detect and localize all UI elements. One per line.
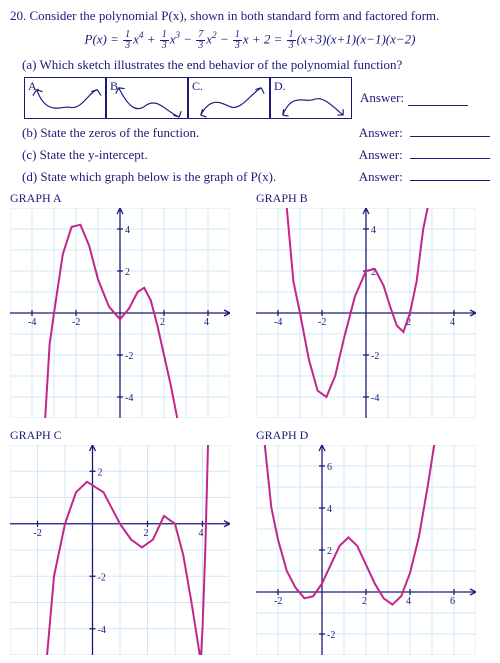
part-d-row: (d) State which graph below is the graph… [22, 169, 490, 185]
graph-c-svg: -2 2 4 -4 -2 2 [10, 445, 230, 655]
part-c-text: (c) State the y-intercept. [22, 147, 359, 163]
svg-text:4: 4 [327, 504, 332, 515]
answer-blank[interactable] [410, 125, 490, 137]
end-behavior-icon [25, 78, 105, 119]
part-a-answer-area: Answer: [360, 90, 468, 106]
svg-text:-4: -4 [371, 393, 379, 404]
end-behavior-icon [189, 78, 269, 119]
part-b-answer-area: Answer: [359, 125, 490, 141]
svg-text:6: 6 [450, 596, 455, 607]
part-c-answer-area: Answer: [359, 147, 490, 163]
end-behavior-sketch-D: D. [270, 77, 352, 119]
sketch-row: A.B.C.D. Answer: [24, 77, 490, 119]
answer-blank[interactable] [410, 147, 490, 159]
part-a-text: (a) Which sketch illustrates the end beh… [22, 57, 490, 73]
end-behavior-sketch-C: C. [188, 77, 270, 119]
question-header: 20. Consider the polynomial P(x), shown … [10, 8, 490, 24]
svg-text:4: 4 [406, 596, 411, 607]
svg-text:-2: -2 [274, 596, 282, 607]
part-b-text: (b) State the zeros of the function. [22, 125, 359, 141]
svg-text:-4: -4 [98, 625, 106, 636]
svg-text:-2: -2 [327, 630, 335, 641]
svg-text:-4: -4 [274, 317, 282, 328]
svg-text:-2: -2 [72, 317, 80, 328]
svg-text:4: 4 [125, 225, 130, 236]
end-behavior-icon [271, 78, 351, 119]
question-text: Consider the polynomial P(x), shown in b… [30, 8, 440, 23]
part-d-answer-area: Answer: [359, 169, 490, 185]
graph-a-label: GRAPH A [10, 191, 244, 206]
graph-d-label: GRAPH D [256, 428, 490, 443]
answer-blank[interactable] [408, 94, 468, 106]
part-d-text: (d) State which graph below is the graph… [22, 169, 359, 185]
graph-c-cell: GRAPH C -2 2 4 -4 -2 2 [10, 428, 244, 655]
svg-text:4: 4 [371, 225, 376, 236]
graph-a-svg: -4 -2 2 4 -4 -2 2 4 [10, 208, 230, 418]
svg-text:2: 2 [98, 467, 103, 478]
svg-text:4: 4 [204, 317, 209, 328]
graph-b-cell: GRAPH B -4-224-4-224 [256, 191, 490, 418]
answer-label: Answer: [360, 90, 404, 106]
answer-label: Answer: [359, 125, 403, 140]
graph-b-svg: -4-224-4-224 [256, 208, 476, 418]
graph-c-label: GRAPH C [10, 428, 244, 443]
answer-label: Answer: [359, 169, 403, 184]
svg-text:-2: -2 [371, 351, 379, 362]
graph-b-label: GRAPH B [256, 191, 490, 206]
svg-text:-2: -2 [125, 351, 133, 362]
graphs-grid: GRAPH A -4 -2 2 4 -4 -2 2 4 GRAPH B -4 -2 2 4 -4 -2 2… [10, 191, 490, 655]
svg-text:-4: -4 [28, 317, 36, 328]
svg-text:6: 6 [327, 462, 332, 473]
svg-text:2: 2 [144, 528, 149, 539]
end-behavior-sketch-A: A. [24, 77, 106, 119]
svg-text:-2: -2 [318, 317, 326, 328]
graph-d-cell: GRAPH D -2 2 4 6 -2 2 4 6 [256, 428, 490, 655]
svg-text:2: 2 [125, 267, 130, 278]
svg-text:2: 2 [160, 317, 165, 328]
svg-text:4: 4 [199, 528, 204, 539]
answer-blank[interactable] [410, 169, 490, 181]
svg-text:4: 4 [450, 317, 455, 328]
svg-text:-2: -2 [98, 572, 106, 583]
end-behavior-icon [107, 78, 187, 119]
svg-text:-4: -4 [125, 393, 133, 404]
answer-label: Answer: [359, 147, 403, 162]
graph-a-cell: GRAPH A -4 -2 2 4 -4 -2 2 4 [10, 191, 244, 418]
end-behavior-sketch-B: B. [106, 77, 188, 119]
question-number: 20. [10, 8, 26, 23]
svg-text:2: 2 [327, 546, 332, 557]
polynomial-formula: P(x) = 13x4 + 13x3 − 73x2 − 13x + 2 = 13… [10, 30, 490, 51]
svg-text:2: 2 [362, 596, 367, 607]
part-c-row: (c) State the y-intercept. Answer: [22, 147, 490, 163]
svg-text:-2: -2 [34, 528, 42, 539]
graph-d-svg: -2 2 4 6 -2 2 4 6 [256, 445, 476, 655]
part-b-row: (b) State the zeros of the function. Ans… [22, 125, 490, 141]
